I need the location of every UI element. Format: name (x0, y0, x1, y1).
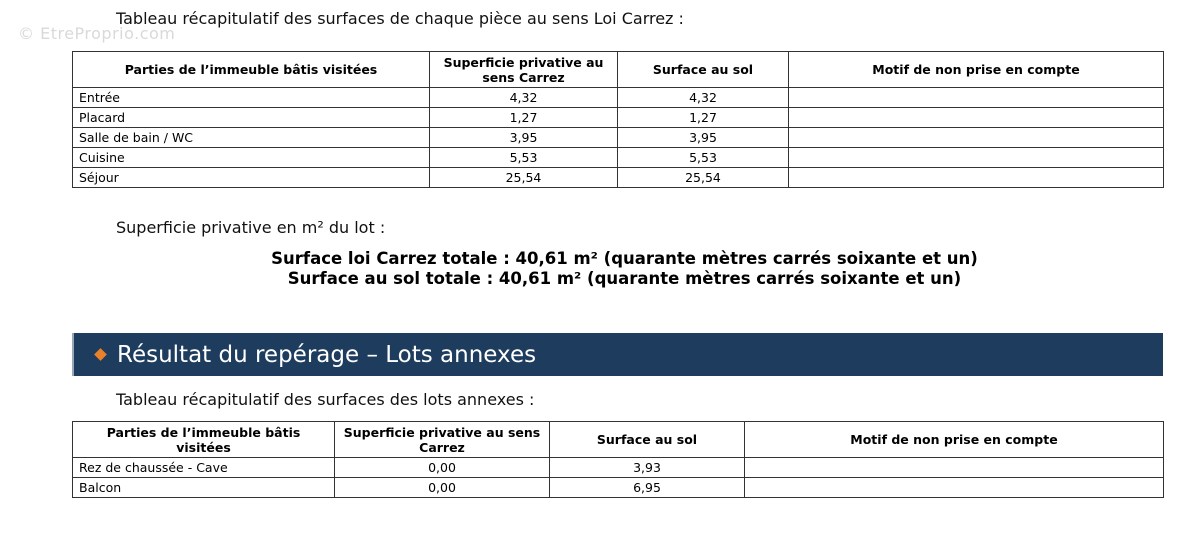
cell-motif (788, 87, 1164, 108)
cell-sol: 6,95 (549, 477, 745, 498)
cell-carrez: 4,32 (429, 87, 618, 108)
superficie-label: Superficie privative en m² du lot : (116, 218, 386, 237)
table-row: Placard 1,27 1,27 (72, 107, 1164, 128)
annexes-table: Parties de l’immeuble bâtis visitées Sup… (72, 421, 1164, 498)
section-banner: Résultat du repérage – Lots annexes (72, 333, 1163, 376)
table-row: Salle de bain / WC 3,95 3,95 (72, 127, 1164, 148)
cell-carrez: 25,54 (429, 167, 618, 188)
table-row: Entrée 4,32 4,32 (72, 87, 1164, 108)
cell-piece: Salle de bain / WC (72, 127, 430, 148)
cell-piece: Entrée (72, 87, 430, 108)
cell-piece: Séjour (72, 167, 430, 188)
totals-block: Surface loi Carrez totale : 40,61 m² (qu… (72, 249, 1177, 289)
table-row: Séjour 25,54 25,54 (72, 167, 1164, 188)
cell-sol: 3,95 (617, 127, 789, 148)
cell-piece: Cuisine (72, 147, 430, 168)
table-row: Cuisine 5,53 5,53 (72, 147, 1164, 168)
header-superficie-carrez: Superficie privative au sens Carrez (429, 51, 618, 88)
watermark: © EtreProprio.com (18, 24, 176, 43)
annexes-intro-text: Tableau récapitulatif des surfaces des l… (116, 390, 535, 409)
header-parties: Parties de l’immeuble bâtis visitées (72, 421, 335, 458)
header-motif: Motif de non prise en compte (744, 421, 1164, 458)
cell-carrez: 1,27 (429, 107, 618, 128)
cell-motif (788, 107, 1164, 128)
cell-carrez: 3,95 (429, 127, 618, 148)
cell-sol: 5,53 (617, 147, 789, 168)
header-parties: Parties de l’immeuble bâtis visitées (72, 51, 430, 88)
header-surface-sol: Surface au sol (617, 51, 789, 88)
carrez-table: Parties de l’immeuble bâtis visitées Sup… (72, 51, 1164, 188)
cell-piece: Placard (72, 107, 430, 128)
cell-motif (744, 477, 1164, 498)
cell-piece: Rez de chaussée - Cave (72, 457, 335, 478)
cell-carrez: 5,53 (429, 147, 618, 168)
total-carrez: Surface loi Carrez totale : 40,61 m² (qu… (271, 249, 978, 268)
header-motif: Motif de non prise en compte (788, 51, 1164, 88)
cell-motif (788, 127, 1164, 148)
cell-sol: 1,27 (617, 107, 789, 128)
header-surface-sol: Surface au sol (549, 421, 745, 458)
table-row: Rez de chaussée - Cave 0,00 3,93 (72, 457, 1164, 478)
total-sol: Surface au sol totale : 40,61 m² (quaran… (287, 269, 962, 288)
diamond-bullet-icon (94, 348, 107, 361)
cell-motif (788, 147, 1164, 168)
cell-piece: Balcon (72, 477, 335, 498)
cell-carrez: 0,00 (334, 477, 550, 498)
cell-carrez: 0,00 (334, 457, 550, 478)
table-row: Balcon 0,00 6,95 (72, 477, 1164, 498)
header-superficie-carrez: Superficie privative au sens Carrez (334, 421, 550, 458)
cell-motif (744, 457, 1164, 478)
section-title: Résultat du repérage – Lots annexes (117, 341, 537, 368)
carrez-header-row: Parties de l’immeuble bâtis visitées Sup… (72, 51, 1164, 88)
annexes-header-row: Parties de l’immeuble bâtis visitées Sup… (72, 421, 1164, 458)
cell-motif (788, 167, 1164, 188)
cell-sol: 3,93 (549, 457, 745, 478)
cell-sol: 4,32 (617, 87, 789, 108)
cell-sol: 25,54 (617, 167, 789, 188)
carrez-intro-text: Tableau récapitulatif des surfaces de ch… (116, 9, 684, 28)
